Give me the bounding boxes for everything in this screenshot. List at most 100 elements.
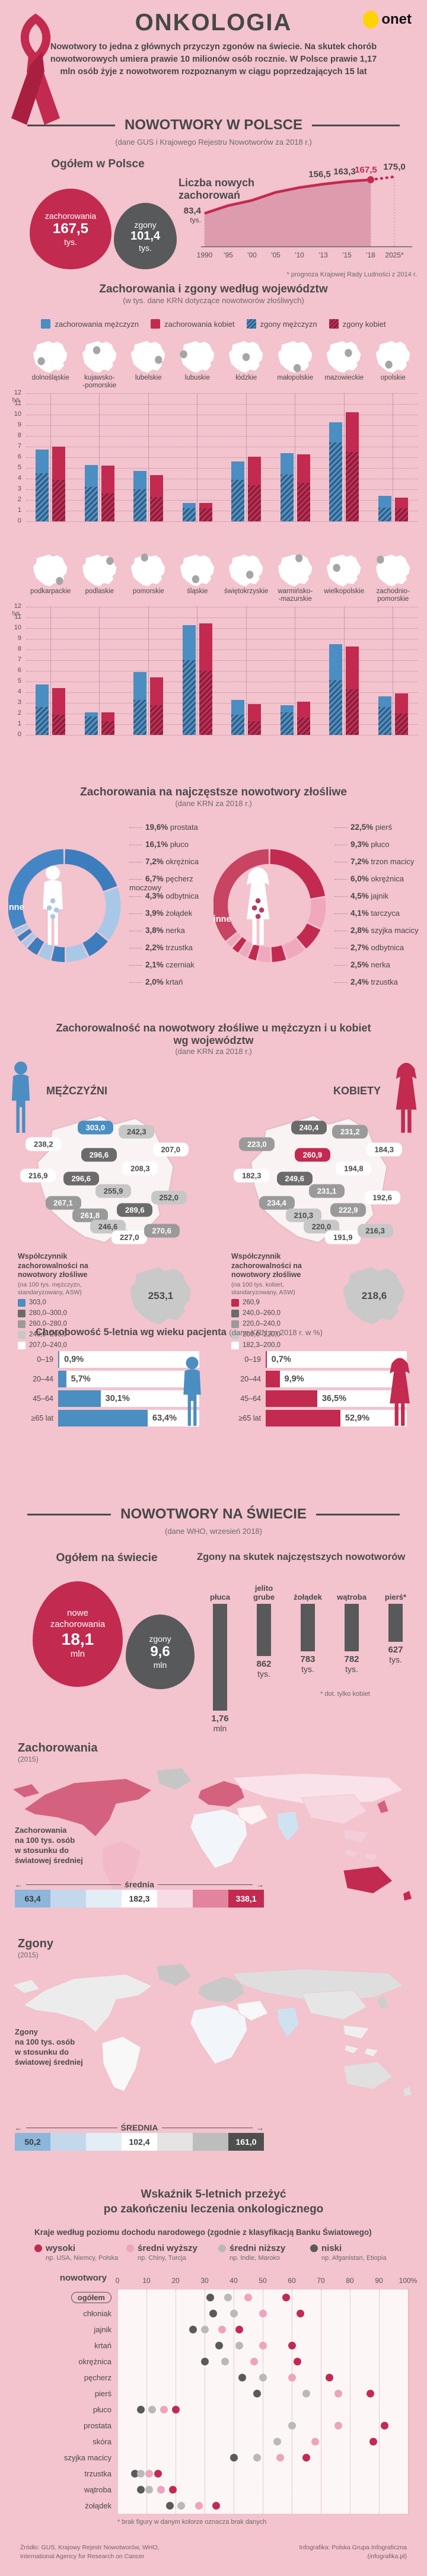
intro-text: Nowotwory to jedna z głównych przyczyn z…	[50, 42, 377, 77]
bar-cases-women	[297, 454, 310, 521]
survival-dot-high	[294, 2358, 302, 2365]
class-label: 260,0–280,0	[29, 1320, 67, 1327]
mini-map-cell	[369, 340, 418, 374]
cancer-pct: 2,0%	[145, 977, 164, 986]
world-overview: Ogółem na świecie nowe zachorowania 18,1…	[0, 1542, 427, 1738]
bar-cases-men	[182, 502, 196, 521]
map-title: Zgony	[18, 1937, 53, 1950]
female-figure	[390, 1358, 410, 1426]
red-swatch	[151, 319, 160, 329]
map-legend-note: (na 100 tys. kobiet, standaryzowany, ASW…	[231, 1281, 295, 1296]
female-silhouette	[246, 867, 270, 945]
survival-dot-lower_mid	[145, 2486, 154, 2494]
region-china	[301, 1989, 367, 2020]
scale-swatch-4: 102,4	[122, 2133, 157, 2151]
region-value-chip: 240,4	[291, 1120, 327, 1135]
other-label: inne	[8, 903, 24, 912]
cancer-percentage-list: 22,5% pierś 9,3% płuco 7,2% trzon macicy 6,…	[334, 814, 419, 995]
region-greenland	[156, 1963, 192, 1986]
cancer-pct: 4,5%	[350, 891, 369, 900]
region-value-chip: 303,0	[77, 1120, 113, 1135]
poland-mini-map	[180, 554, 215, 587]
row-label-żołądek: żołądek	[85, 2501, 111, 2510]
poland-mini-map	[327, 554, 361, 587]
age-bar-fill	[58, 1370, 66, 1387]
bar-cases-men	[280, 705, 294, 735]
map-legend-note: (na 100 tys. mężczyzn, standaryzowany, A…	[18, 1281, 82, 1296]
legend-item: zachorowania mężczyzn	[41, 319, 139, 329]
legend-item: zgony kobiet	[329, 319, 386, 329]
y-tick-label: 5	[17, 464, 21, 471]
bar-deaths-men	[84, 717, 98, 735]
y-tick-label: 2	[17, 496, 21, 503]
map-heading: Zgony (2015)	[18, 1937, 53, 1959]
bar-cases-women	[101, 712, 114, 735]
voivodeship-row-inner: dolnośląskie kujawsko- -pomorskie lubelski…	[12, 340, 418, 524]
survival-legend-heading: Kraje według poziomu dochodu narodowego …	[34, 2228, 372, 2237]
x-tick: 50	[259, 2276, 267, 2285]
bar-deaths-men	[231, 479, 245, 521]
survival-dot-upper_mid	[334, 2422, 342, 2429]
source-text: Źródło: GUS, Krajowy Rejestr Nowotworów,…	[20, 2544, 160, 2560]
point-label-unit: tys.	[190, 216, 201, 224]
gridline	[26, 425, 418, 426]
income-label: średni wyższy	[138, 2243, 197, 2253]
y-tick-label: 11	[14, 613, 21, 620]
cancer-list-item: 2,8% szyjka macicy	[334, 926, 419, 943]
new-cases-line-chart: 83,4 tys. 156,5 163,3 167,5 175,0 1990 '95 '00 '0…	[175, 157, 423, 271]
bar-cases-men	[133, 471, 147, 521]
donut-segment-trzon macicy	[296, 923, 321, 949]
cancer-pct: 3,8%	[145, 926, 164, 935]
page-title: ONKOLOGIA	[135, 9, 292, 36]
cancer-name: trzustka	[163, 943, 193, 952]
region-value-chip: 246,6	[90, 1219, 126, 1234]
x-tick-label: '05	[271, 251, 281, 259]
region-highlight	[333, 563, 341, 572]
age-row: ≥65 lat 52,9%	[230, 1408, 408, 1428]
bar-deaths-women	[297, 718, 310, 735]
income-level-title: niski	[310, 2243, 402, 2253]
class-swatch	[231, 1309, 239, 1317]
age-category-label: 45–64	[240, 1394, 261, 1403]
bar-deaths-women	[248, 485, 262, 521]
voivodeship-name: zachodnio- pomorskie	[376, 588, 410, 603]
cancer-list-item: 22,5% pierś	[334, 823, 419, 840]
scale-mid-word: średnia	[125, 1880, 154, 1889]
voivodeship-chart-title: Zachorowania i zgony według województw	[99, 283, 328, 295]
cancer-pct: 2,1%	[145, 960, 164, 969]
age-row: 45–64 30,1%	[23, 1389, 200, 1408]
scale-arrows: ← średnia →	[15, 1879, 264, 1890]
age-category-label: 0–19	[37, 1355, 53, 1364]
age-row: 45–64 36,5%	[230, 1389, 408, 1408]
survival-dot-high	[168, 2486, 177, 2494]
x-tick: 100%	[399, 2276, 418, 2285]
bar-cases-women	[248, 457, 262, 521]
y-tick-label: 12	[14, 389, 21, 396]
bar-cases-women	[150, 677, 164, 735]
x-tick: 40	[230, 2276, 238, 2285]
cancer-percentage-list: 19,6% prostata 16,1% płuco 7,2% okrężnica 6…	[129, 814, 214, 995]
cancer-pct: 3,9%	[145, 909, 164, 918]
row-labels: ogółem chłoniak jajnik krtań okrężnica pęcher…	[34, 2290, 111, 2514]
world-deaths-chart-title: Zgony na skutek najczęstszych nowotworów	[197, 1552, 406, 1562]
class-swatch	[231, 1330, 239, 1339]
scale-swatch-2	[50, 1890, 86, 1908]
bar-deaths-men	[378, 507, 391, 521]
cancer-name: pęcherz moczowy	[129, 874, 193, 892]
bar-cases-men	[280, 453, 294, 521]
income-label: wysoki	[46, 2243, 76, 2253]
survival-dot-lower_mid	[200, 2326, 209, 2333]
poland-outline	[343, 1267, 404, 1324]
cancer-name: płuco	[168, 840, 189, 849]
region-northamerica	[11, 1778, 153, 1838]
age-bar-track: 0,9%	[58, 1351, 199, 1368]
bar-deaths-men	[36, 707, 49, 735]
voivodeship-chart-row-1: dolnośląskie kujawsko- -pomorskie lubelski…	[6, 340, 421, 546]
region-northamerica	[11, 1974, 153, 2033]
voivodeship-name: warmińsko- -mazurskie	[278, 588, 313, 603]
age-bar-track: 0,7%	[266, 1351, 407, 1368]
survival-dot-upper_mid	[259, 2342, 267, 2349]
male-figure	[183, 1357, 201, 1426]
